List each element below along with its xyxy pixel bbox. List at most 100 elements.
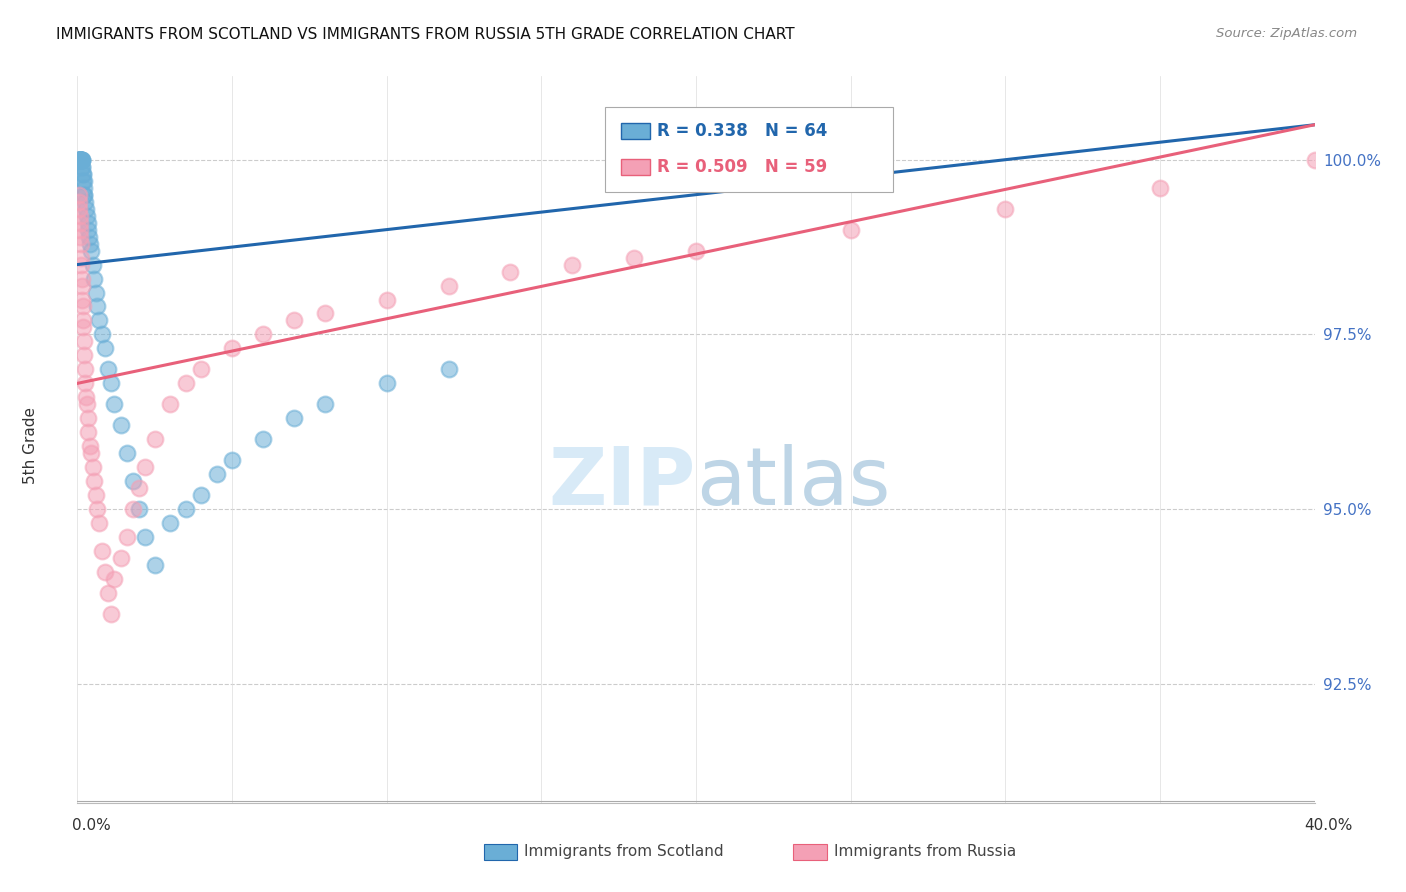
Point bbox=[69, 153, 91, 167]
Point bbox=[82, 258, 104, 272]
Point bbox=[77, 425, 100, 440]
Point bbox=[69, 153, 91, 167]
Point bbox=[110, 551, 132, 566]
Point bbox=[84, 285, 107, 300]
Point bbox=[69, 153, 91, 167]
Point bbox=[91, 327, 114, 342]
Point bbox=[115, 530, 138, 544]
Point bbox=[69, 236, 91, 251]
Point bbox=[69, 153, 91, 167]
Point bbox=[79, 236, 101, 251]
Point bbox=[190, 362, 212, 376]
Point bbox=[76, 411, 98, 425]
Point bbox=[70, 153, 93, 167]
Point bbox=[72, 160, 94, 174]
Point bbox=[143, 433, 166, 447]
Point bbox=[72, 167, 94, 181]
Point bbox=[69, 229, 91, 244]
Point bbox=[70, 153, 93, 167]
Point bbox=[97, 362, 120, 376]
Text: ZIP: ZIP bbox=[548, 444, 696, 522]
Point bbox=[69, 153, 91, 167]
Point bbox=[82, 460, 104, 475]
Text: 40.0%: 40.0% bbox=[1305, 818, 1353, 832]
Point bbox=[69, 222, 91, 236]
Point bbox=[87, 516, 110, 531]
Point bbox=[72, 320, 94, 334]
Point bbox=[86, 502, 108, 516]
Point bbox=[437, 362, 460, 376]
Point bbox=[67, 194, 90, 209]
Point bbox=[75, 390, 97, 404]
Point bbox=[84, 488, 107, 502]
Point bbox=[685, 244, 707, 258]
Point bbox=[314, 306, 336, 320]
Point bbox=[174, 502, 197, 516]
Point bbox=[72, 174, 94, 188]
Point bbox=[80, 244, 103, 258]
Point bbox=[159, 516, 181, 531]
Point bbox=[623, 251, 645, 265]
Point bbox=[67, 153, 90, 167]
Point bbox=[87, 313, 110, 327]
Point bbox=[86, 300, 108, 314]
Point bbox=[110, 418, 132, 433]
Point bbox=[115, 446, 138, 460]
Point bbox=[122, 475, 145, 489]
Point bbox=[128, 502, 150, 516]
Point bbox=[122, 502, 145, 516]
Point bbox=[100, 376, 122, 391]
Point bbox=[94, 565, 117, 579]
Point bbox=[70, 153, 93, 167]
Text: 0.0%: 0.0% bbox=[72, 818, 111, 832]
Point bbox=[67, 153, 90, 167]
Point bbox=[103, 397, 125, 411]
Point bbox=[70, 160, 93, 174]
Point bbox=[70, 153, 93, 167]
Text: R = 0.338   N = 64: R = 0.338 N = 64 bbox=[657, 122, 827, 140]
Point bbox=[76, 397, 98, 411]
Point bbox=[70, 251, 93, 265]
Point bbox=[190, 488, 212, 502]
Point bbox=[205, 467, 228, 482]
Point bbox=[79, 439, 101, 453]
Point bbox=[134, 460, 156, 475]
Point bbox=[143, 558, 166, 573]
Point bbox=[73, 187, 96, 202]
Point bbox=[70, 153, 93, 167]
Point bbox=[67, 153, 90, 167]
Point bbox=[221, 342, 243, 356]
Point bbox=[70, 278, 93, 293]
Text: 5th Grade: 5th Grade bbox=[24, 408, 38, 484]
Point bbox=[69, 153, 91, 167]
Point bbox=[69, 216, 91, 230]
Point bbox=[499, 264, 522, 278]
Point bbox=[77, 229, 100, 244]
Point bbox=[73, 187, 96, 202]
Point bbox=[69, 153, 91, 167]
Point bbox=[283, 313, 305, 327]
Point bbox=[73, 362, 96, 376]
Point bbox=[103, 572, 125, 586]
Point bbox=[73, 180, 96, 194]
Point bbox=[75, 202, 97, 216]
Point bbox=[97, 586, 120, 600]
Point bbox=[75, 376, 97, 391]
Point bbox=[72, 300, 94, 314]
Point bbox=[72, 167, 94, 181]
Point bbox=[314, 397, 336, 411]
Point bbox=[1149, 180, 1171, 194]
Point bbox=[69, 153, 91, 167]
Point bbox=[69, 209, 91, 223]
Point bbox=[839, 222, 862, 236]
Point bbox=[437, 278, 460, 293]
Point bbox=[69, 153, 91, 167]
Point bbox=[76, 209, 98, 223]
Point bbox=[174, 376, 197, 391]
Point bbox=[1303, 153, 1326, 167]
Point bbox=[72, 313, 94, 327]
Point bbox=[159, 397, 181, 411]
Point bbox=[72, 174, 94, 188]
Text: IMMIGRANTS FROM SCOTLAND VS IMMIGRANTS FROM RUSSIA 5TH GRADE CORRELATION CHART: IMMIGRANTS FROM SCOTLAND VS IMMIGRANTS F… bbox=[56, 27, 794, 42]
Point bbox=[76, 216, 98, 230]
